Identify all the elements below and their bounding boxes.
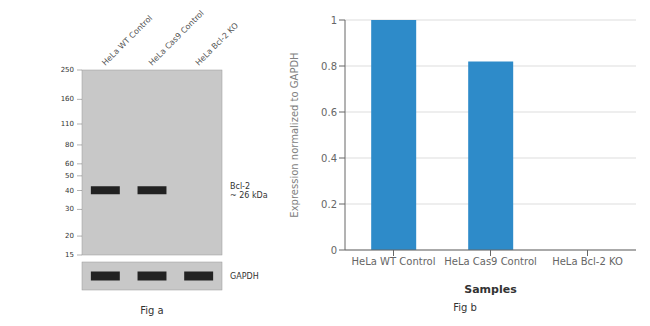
svg-text:1: 1 <box>331 15 337 26</box>
svg-text:250: 250 <box>61 66 74 74</box>
svg-text:80: 80 <box>65 141 74 149</box>
svg-text:Samples: Samples <box>464 283 517 296</box>
svg-text:160: 160 <box>61 95 74 103</box>
svg-text:HeLa Bcl-2 KO: HeLa Bcl-2 KO <box>552 256 623 267</box>
svg-text:HeLa Cas9 Control: HeLa Cas9 Control <box>147 8 206 68</box>
svg-text:Expression normalized to GAPDH: Expression normalized to GAPDH <box>289 52 300 217</box>
svg-text:15: 15 <box>65 251 74 259</box>
svg-text:0.6: 0.6 <box>321 107 337 118</box>
svg-text:110: 110 <box>61 120 74 128</box>
svg-text:HeLa WT Control: HeLa WT Control <box>352 256 436 267</box>
svg-text:40: 40 <box>65 187 74 195</box>
svg-text:0.8: 0.8 <box>321 61 337 72</box>
svg-text:HeLa Cas9 Control: HeLa Cas9 Control <box>444 256 537 267</box>
svg-text:60: 60 <box>65 160 74 168</box>
svg-text:0.2: 0.2 <box>321 199 337 210</box>
svg-text:0.4: 0.4 <box>321 153 337 164</box>
svg-text:GAPDH: GAPDH <box>230 272 259 281</box>
html-text:Fig b: Fig b <box>453 302 477 313</box>
svg-text:HeLa WT Control: HeLa WT Control <box>100 14 154 68</box>
svg-text:Fig a: Fig a <box>140 305 163 316</box>
svg-text:0: 0 <box>331 245 337 256</box>
svg-text:30: 30 <box>65 205 74 213</box>
svg-text:HeLa Bcl-2 KO: HeLa Bcl-2 KO <box>194 21 240 67</box>
svg-text:Bcl-2~ 26 kDa: Bcl-2~ 26 kDa <box>230 181 268 199</box>
svg-text:50: 50 <box>65 172 74 180</box>
svg-text:20: 20 <box>65 232 74 240</box>
